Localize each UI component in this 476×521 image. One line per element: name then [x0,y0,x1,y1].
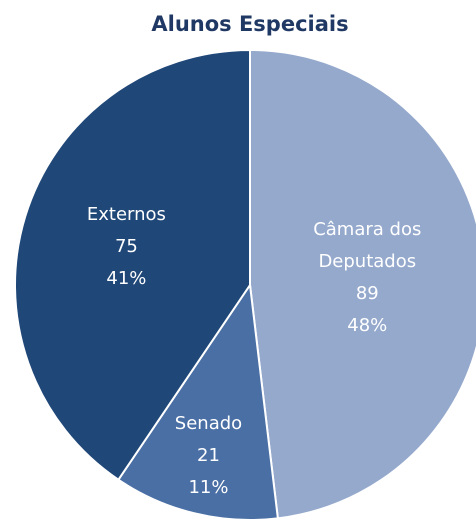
slice-value: 89 [355,283,379,305]
slice-percent: 48% [347,315,388,337]
slice-label: Externos 75 41% [56,199,196,295]
slice-percent: 11% [188,477,229,499]
slice-name: Externos [86,204,166,226]
slice-percent: 41% [106,268,147,290]
slice-value: 21 [197,445,220,467]
slice-label: Senado 21 11% [138,408,278,504]
chart-title: Alunos Especiais [151,12,349,36]
pie-slice [249,48,476,520]
slice-name: Câmara dos Deputados [313,219,422,273]
slice-label: Câmara dos Deputados 89 48% [297,214,437,342]
pie-slice [14,48,251,482]
pie-slice [117,282,279,521]
slice-name: Senado [174,413,243,435]
slice-value: 75 [114,236,138,258]
